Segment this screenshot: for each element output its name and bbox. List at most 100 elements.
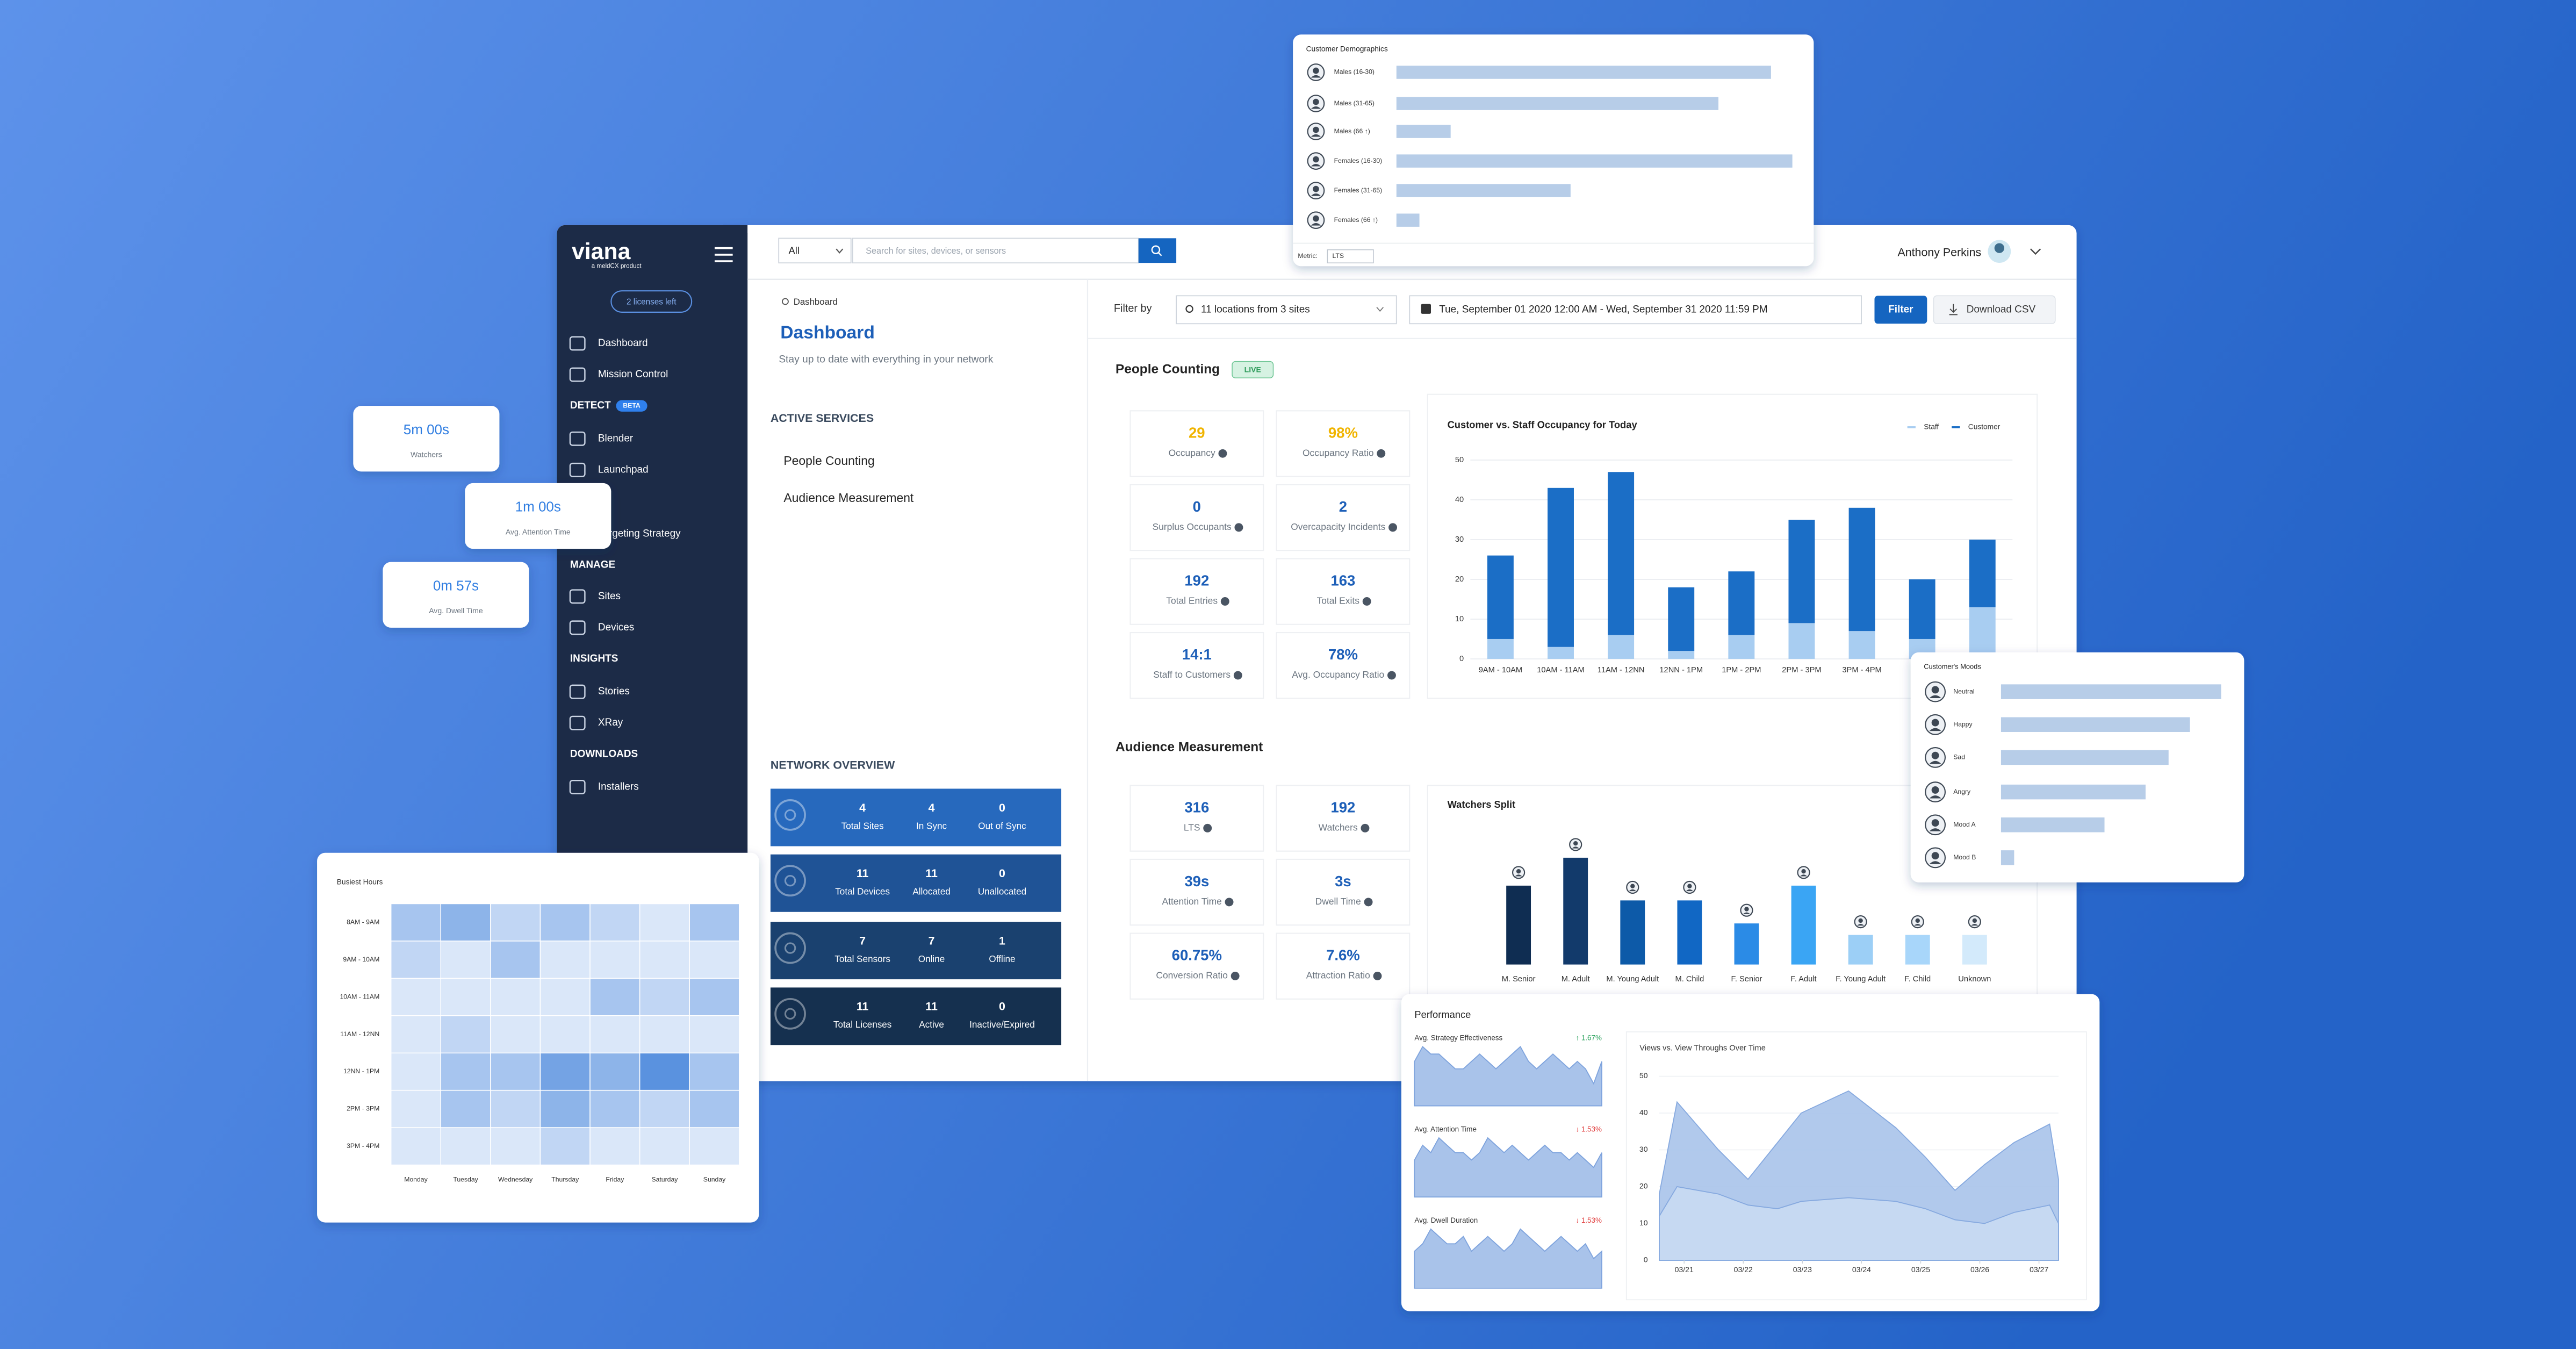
search-box[interactable] [852,238,1139,264]
stat-card [1129,410,1264,477]
x-tick-label: M. Young Adult [1606,975,1659,984]
heatmap-cell [639,978,690,1016]
bar [2001,784,2146,800]
y-tick-label: 10AM - 11AM [340,993,379,1000]
x-tick-label: M. Senior [1502,975,1536,984]
bar-segment [1848,507,1875,632]
download-button[interactable] [1933,295,2056,325]
network-row [770,788,1062,846]
bar [2001,850,2014,865]
breadcrumb: Dashboard [794,297,838,307]
logo-sub: a meldCX product [592,262,642,269]
bar [1396,213,1420,227]
nav-item[interactable]: XRay [598,717,623,728]
y-tick-label: 50 [1639,1071,1648,1080]
search-placeholder: Search for sites, devices, or sensors [866,246,1006,256]
help-icon [1234,523,1243,532]
x-tick-label: 03/26 [1970,1265,1989,1274]
service-item[interactable]: People Counting [783,454,874,468]
heatmap-cell [440,1015,491,1054]
network-label: Unallocated [978,887,1026,897]
stat-value: 60.75% [1172,947,1222,964]
bar [2001,750,2169,765]
category-label: Females (16-30) [1334,157,1383,164]
stat-value: 316 [1184,799,1209,815]
avatar-body [1857,923,1865,926]
x-tick-label: Saturday [651,1175,678,1183]
avatar-head [1931,719,1939,727]
network-value: 11 [857,867,869,880]
bar [1677,900,1702,965]
bar-segment [1969,540,1996,607]
service-item[interactable]: Audience Measurement [783,491,914,505]
bar [2001,717,2190,733]
category-label: Females (66 ↑) [1334,216,1378,224]
nav-item[interactable]: Mission Control [598,369,668,380]
help-icon [1233,671,1242,680]
logo: viana [572,239,631,264]
heatmap-cell [440,1127,491,1166]
avatar-body [1311,223,1321,226]
avatar-body [1572,846,1579,849]
heatmap-cell [390,941,442,979]
metric-select[interactable] [1327,249,1374,263]
nav-icon [569,620,586,635]
user-avatar-head [1994,243,2005,253]
heatmap-cell [440,903,491,942]
stat-value: 14:1 [1182,646,1212,663]
bar-segment [1728,571,1755,635]
x-tick-label: 03/23 [1793,1265,1812,1274]
stat-card [1276,558,1411,625]
category-label: Happy [1953,720,1973,728]
avatar-body [1743,912,1751,914]
heatmap-cell [539,1052,591,1091]
bar-segment [1728,635,1755,659]
network-icon [774,998,806,1030]
nav-item[interactable]: Targeting Strategy [598,528,681,540]
y-tick-label: 8AM - 9AM [347,918,379,925]
network-value: 0 [999,1000,1005,1013]
network-label: Total Sites [841,821,884,831]
bar-segment [1668,587,1695,651]
metric-label: Avg. Dwell Time [429,606,483,615]
x-tick-label: 11AM - 12NN [1598,666,1645,674]
avatar-head [1931,852,1939,860]
metric-value: 5m 00s [404,421,449,437]
avatar-body [1311,163,1321,167]
nav-item[interactable]: Launchpad [598,464,649,475]
network-icon [774,799,806,831]
live-badge-text: LIVE [1244,365,1261,374]
heatmap-cell [440,978,491,1016]
nav-item[interactable]: Sites [598,591,621,602]
licenses-pill[interactable] [610,290,693,313]
date-range-select[interactable] [1409,295,1862,325]
nav-heading: INSIGHTS [570,653,618,664]
heatmap-cell [589,1015,641,1054]
network-value: 0 [999,801,1005,814]
metric-value: LTS [1333,252,1344,260]
heatmap-cell [490,903,541,942]
heatmap-cell [390,1127,442,1166]
scope-select[interactable] [778,238,852,264]
x-tick-label: Thursday [551,1175,579,1183]
nav-item[interactable]: Devices [598,622,634,633]
stat-value: 29 [1189,424,1205,441]
nav-item[interactable]: Dashboard [598,338,648,349]
heatmap-cell [390,978,442,1016]
network-row [770,854,1062,912]
nav-heading: MANAGE [570,559,615,571]
network-label: Total Sensors [834,954,890,964]
download-icon [1949,304,1958,315]
avatar-body [1929,760,1941,764]
search-button[interactable] [1138,238,1177,263]
locations-select[interactable] [1176,295,1397,325]
nav-item[interactable]: Installers [598,781,639,792]
heatmap-cell [539,1015,591,1054]
location-pin [1185,305,1193,313]
nav-item[interactable]: Stories [598,686,630,697]
network-label: Total Devices [835,887,890,897]
stat-value: 0 [1193,498,1201,515]
nav-item[interactable]: Blender [598,433,633,444]
filter-button[interactable] [1874,296,1927,324]
heatmap-cell [390,903,442,942]
